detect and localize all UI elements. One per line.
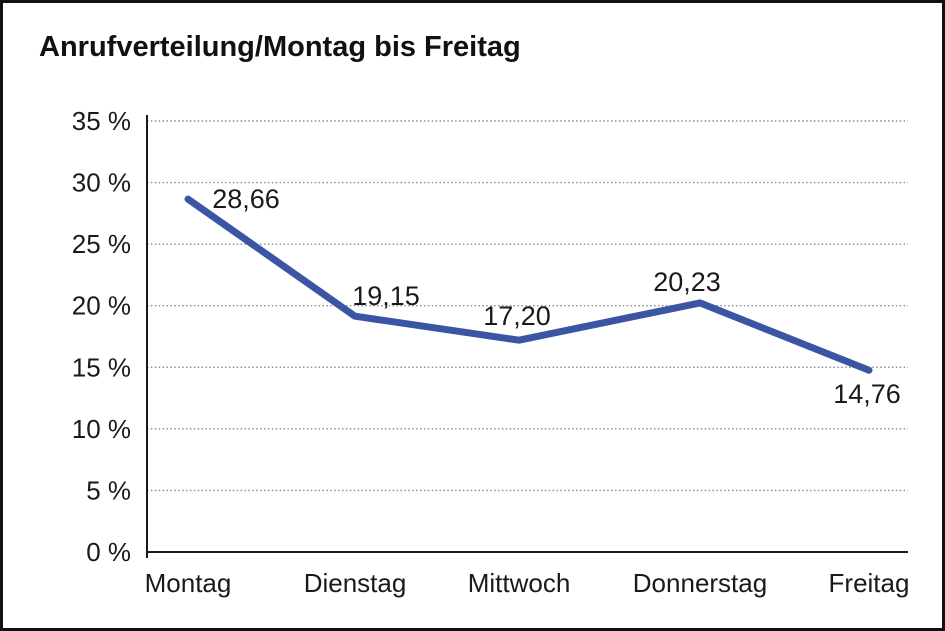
y-tick-label: 25 %: [72, 229, 131, 259]
chart-title: Anrufverteilung/Montag bis Freitag: [39, 31, 521, 63]
y-tick-label: 30 %: [72, 168, 131, 198]
x-tick-label: Freitag: [829, 568, 910, 598]
data-point-label: 28,66: [212, 184, 280, 214]
y-tick-label: 0 %: [86, 537, 131, 567]
y-tick-label: 15 %: [72, 352, 131, 382]
x-tick-label: Donnerstag: [633, 568, 767, 598]
x-tick-label: Dienstag: [304, 568, 407, 598]
y-tick-label: 10 %: [72, 414, 131, 444]
x-tick-label: Montag: [145, 568, 232, 598]
data-point-label: 19,15: [352, 281, 420, 311]
data-point-label: 17,20: [483, 301, 551, 331]
line-chart: 0 % 5 % 10 % 15 % 20 % 25 % 30 % 35 % Montag Dien…: [72, 106, 910, 598]
y-tick-label: 5 %: [86, 475, 131, 505]
data-point-label: 20,23: [653, 267, 721, 297]
data-point-label: 14,76: [833, 379, 901, 409]
y-tick-label: 20 %: [72, 291, 131, 321]
data-series-line: [184, 195, 873, 374]
y-tick-label: 35 %: [72, 106, 131, 136]
x-tick-label: Mittwoch: [468, 568, 571, 598]
